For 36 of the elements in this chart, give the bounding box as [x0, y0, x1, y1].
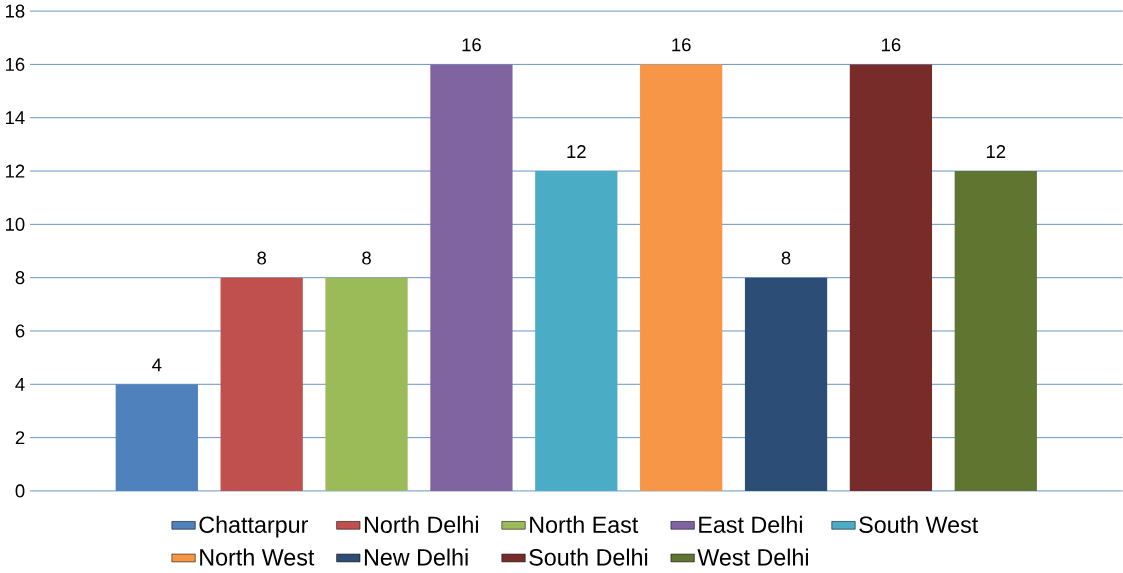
y-tick-label: 4 [15, 377, 25, 391]
bar [220, 277, 303, 491]
data-label: 8 [362, 251, 371, 265]
y-tick-label: 0 [15, 484, 25, 498]
data-label: 16 [672, 38, 691, 52]
legend-label: Chattarpur [199, 515, 308, 538]
legend-label: North Delhi [364, 515, 478, 534]
y-tick-label: 2 [15, 431, 25, 445]
data-label: 16 [882, 38, 901, 52]
legend-label: North West [200, 548, 315, 566]
bar [954, 171, 1037, 491]
y-tick-label: 8 [15, 271, 25, 285]
bar [535, 171, 618, 491]
legend-label: South Delhi [529, 548, 648, 566]
data-label: 8 [257, 251, 267, 265]
bar [849, 64, 933, 491]
y-tick-label: 16 [6, 57, 25, 71]
legend-label: South West [859, 515, 979, 534]
bar [744, 277, 828, 491]
data-label: 12 [567, 145, 586, 159]
legend-label: West Delhi [697, 548, 808, 566]
legend-label: North East [530, 515, 639, 534]
y-tick-label: 10 [6, 217, 25, 231]
y-tick-label: 12 [6, 164, 25, 178]
data-label: 16 [462, 38, 481, 52]
bar [640, 64, 723, 491]
y-tick-label: 18 [6, 4, 25, 18]
data-label: 8 [781, 251, 791, 265]
data-label: 12 [986, 145, 1006, 159]
legend-label: New Delhi [364, 548, 468, 566]
y-tick-label: 6 [15, 324, 25, 338]
legend-label: East Delhi [699, 515, 802, 534]
bar [325, 277, 408, 491]
data-label: 4 [152, 358, 162, 372]
y-tick-label: 14 [6, 111, 25, 125]
bar [430, 64, 513, 491]
